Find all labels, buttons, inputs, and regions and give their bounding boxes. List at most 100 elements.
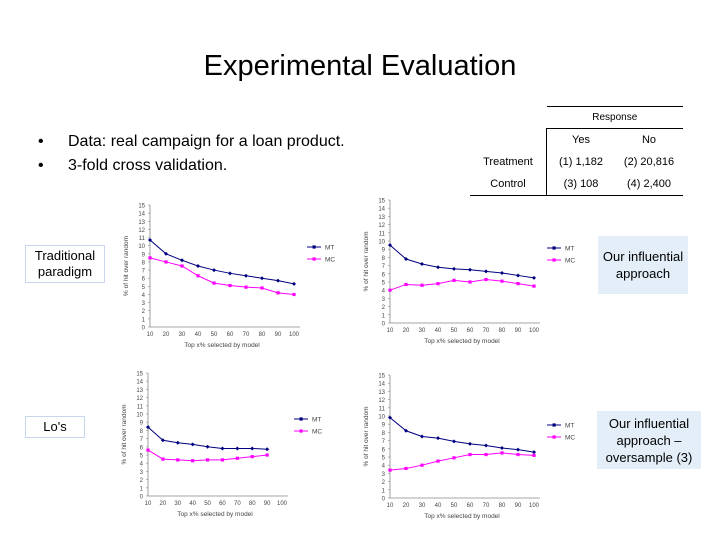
y-tick-label: 6	[140, 445, 144, 451]
y-tick-label: 1	[382, 488, 386, 494]
data-point-mc	[220, 458, 225, 462]
y-tick-label: 11	[379, 406, 386, 412]
data-point-mc	[292, 292, 296, 297]
data-point-mt	[180, 258, 184, 263]
y-tick-label: 9	[142, 252, 146, 258]
legend-label-mt: MT	[325, 245, 334, 252]
data-point-mc	[148, 256, 152, 260]
data-point-mt	[468, 267, 472, 272]
data-point-mc	[265, 453, 269, 457]
label-los: Lo's	[25, 416, 85, 438]
y-tick-label: 5	[382, 456, 386, 462]
legend-label-mt: MT	[565, 423, 574, 430]
y-tick-label: 11	[139, 236, 146, 242]
bullet-marker: •	[38, 133, 44, 150]
x-tick-label: 100	[529, 328, 540, 334]
legend-marker-mt	[299, 417, 303, 421]
table-cell: (4) 2,400	[615, 173, 683, 196]
data-point-mt	[148, 237, 152, 242]
data-point-mt	[404, 257, 408, 262]
data-point-mc	[468, 452, 472, 457]
y-tick-label: 12	[138, 228, 145, 234]
y-tick-label: 2	[382, 305, 386, 311]
data-point-mt	[532, 450, 536, 455]
data-point-mt	[244, 273, 248, 278]
y-tick-label: 9	[382, 423, 386, 429]
legend-label-mc: MC	[565, 258, 575, 265]
column-header-yes: Yes	[546, 128, 615, 151]
legend-marker-mt	[552, 423, 556, 427]
y-tick-label: 15	[138, 204, 145, 210]
data-point-mc	[276, 291, 280, 295]
y-tick-label: 0	[382, 497, 386, 503]
data-point-mc	[436, 282, 440, 286]
data-point-mt	[516, 447, 520, 452]
x-tick-label: 90	[515, 503, 522, 509]
series-line-mt	[149, 239, 295, 285]
data-point-mc	[191, 459, 195, 463]
legend-label-mt: MT	[565, 246, 574, 253]
y-tick-label: 14	[378, 382, 385, 388]
y-tick-label: 15	[378, 199, 385, 205]
data-point-mt	[228, 271, 232, 276]
x-tick-label: 90	[275, 332, 282, 338]
y-tick-label: 6	[382, 272, 386, 278]
data-point-mt	[220, 446, 225, 451]
column-header-no: No	[641, 134, 657, 146]
data-point-mt	[175, 440, 180, 445]
y-tick-label: 1	[140, 486, 144, 492]
x-tick-label: 50	[204, 501, 211, 507]
x-tick-label: 40	[189, 501, 196, 507]
x-tick-label: 100	[277, 501, 288, 507]
bullet-text: Data: real campaign for a loan product.	[68, 133, 345, 150]
y-tick-label: 5	[382, 281, 386, 287]
data-point-mc	[205, 458, 210, 462]
x-tick-label: 80	[259, 332, 266, 338]
x-tick-label: 10	[145, 501, 152, 507]
data-point-mc	[420, 283, 424, 287]
x-tick-label: 40	[195, 332, 202, 338]
table-header-response: Response	[546, 106, 683, 129]
y-tick-label: 7	[142, 269, 146, 275]
data-point-mc	[244, 285, 248, 289]
data-point-mt	[190, 442, 195, 447]
y-tick-label: 12	[378, 398, 385, 404]
y-tick-label: 6	[142, 277, 146, 283]
data-point-mc	[228, 283, 232, 288]
legend-label-mc: MC	[565, 435, 575, 442]
x-tick-label: 20	[403, 503, 410, 509]
y-tick-label: 15	[378, 374, 385, 380]
data-point-mc	[404, 466, 408, 471]
data-point-mt	[265, 447, 270, 452]
data-point-mt	[420, 434, 424, 439]
y-tick-label: 7	[382, 264, 386, 270]
data-point-mt	[452, 439, 456, 444]
y-tick-label: 2	[140, 478, 144, 484]
x-tick-label: 100	[529, 503, 540, 509]
x-tick-label: 90	[515, 328, 522, 334]
y-tick-label: 9	[382, 248, 386, 254]
y-tick-label: 10	[378, 240, 385, 246]
x-tick-label: 10	[147, 332, 154, 338]
data-point-mt	[388, 243, 392, 248]
y-tick-label: 4	[382, 464, 386, 470]
x-axis-label: Top x% selected by model	[177, 511, 253, 518]
x-tick-label: 70	[234, 501, 241, 507]
y-tick-label: 9	[140, 421, 144, 427]
data-point-mt	[160, 438, 165, 443]
x-axis-label: Top x% selected by model	[424, 338, 500, 345]
data-point-mt	[260, 276, 264, 281]
y-tick-label: 1	[382, 313, 386, 319]
data-point-mt	[500, 445, 504, 450]
legend-marker-mc	[299, 429, 303, 433]
y-axis-label: % of hit over random	[363, 232, 370, 292]
row-label-control: Control	[470, 173, 547, 196]
data-point-mt	[500, 270, 504, 275]
x-tick-label: 80	[499, 503, 506, 509]
data-point-mc	[484, 277, 488, 282]
y-tick-label: 3	[382, 297, 386, 303]
series-line-mc	[389, 452, 535, 471]
slide-title: Experimental Evaluation	[203, 50, 517, 82]
data-point-mc	[516, 282, 520, 286]
